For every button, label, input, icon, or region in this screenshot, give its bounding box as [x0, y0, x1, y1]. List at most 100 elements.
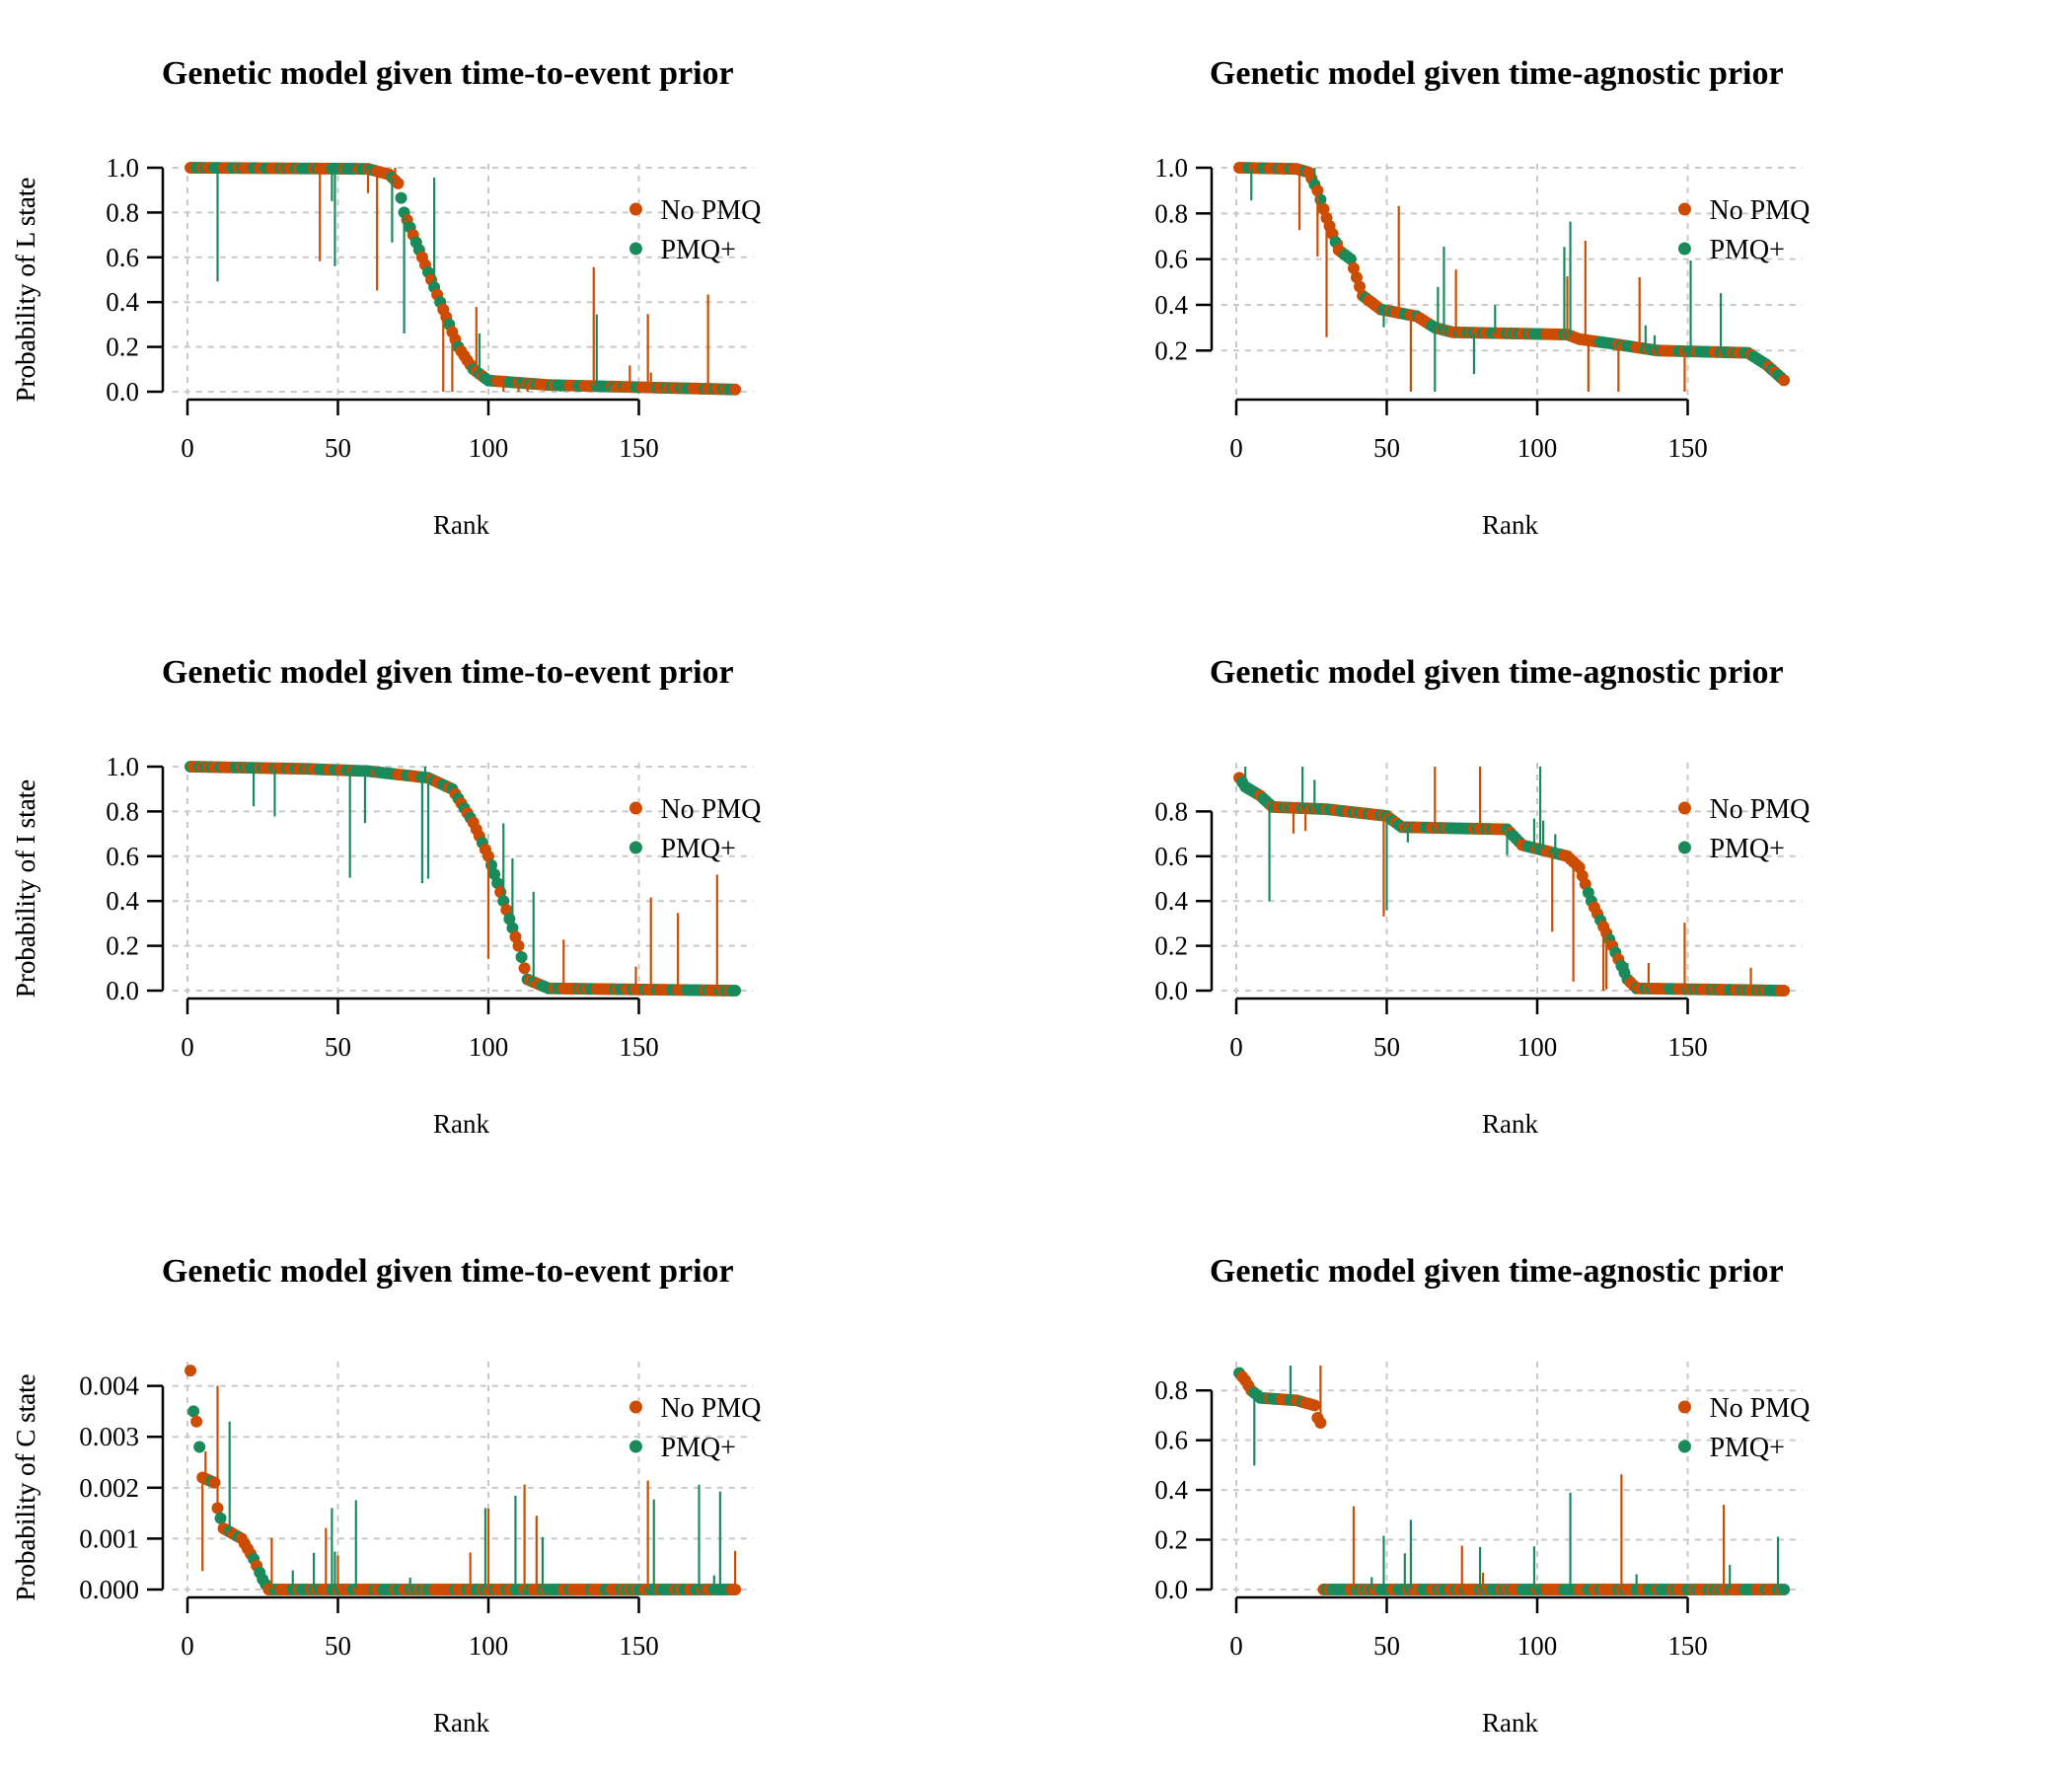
legend-marker-no-pmq	[629, 801, 642, 815]
panel-title: Genetic model given time-to-event prior	[162, 55, 734, 92]
x-tick-label: 100	[1517, 433, 1558, 463]
data-point	[1778, 985, 1791, 997]
legend-label-pmq-plus: PMQ+	[660, 834, 735, 864]
legend-marker-no-pmq	[1677, 801, 1691, 815]
data-point	[208, 1476, 221, 1489]
y-tick-label: 0.0	[106, 976, 139, 1005]
x-tick-label: 100	[469, 1631, 509, 1661]
x-axis-title: Rank	[1482, 510, 1538, 540]
legend: No PMQ PMQ+	[629, 794, 761, 864]
legend-marker-pmq-plus	[1677, 242, 1691, 256]
interval-segments	[1250, 168, 1723, 392]
data-points	[1233, 1367, 1791, 1595]
y-tick-label: 0.8	[1154, 1375, 1188, 1405]
legend-label-pmq-plus: PMQ+	[1709, 235, 1784, 265]
data-point	[185, 1365, 197, 1377]
data-points	[1233, 772, 1791, 997]
data-point	[392, 177, 405, 189]
legend-marker-pmq-plus	[629, 242, 642, 256]
panel-1: Genetic model given time-to-event prior 0…	[11, 55, 761, 540]
y-axis-title: Probability of I state	[11, 779, 40, 998]
x-tick-label: 50	[325, 433, 351, 463]
x-tick-label: 0	[181, 1032, 194, 1062]
x-tick-label: 0	[181, 1631, 194, 1661]
y-axis-title: Probability of L state	[11, 178, 40, 403]
y-axis-title: Probability of I state	[11, 779, 40, 998]
data-point	[1347, 261, 1360, 274]
panel-3: Genetic model given time-to-event prior 0…	[11, 654, 761, 1139]
y-tick-label: 0.6	[1154, 842, 1188, 871]
data-point	[214, 1512, 227, 1524]
y-tick-label: 0.4	[106, 287, 139, 317]
x-tick-label: 0	[1229, 1631, 1243, 1661]
y-tick-label: 0.6	[106, 842, 139, 871]
legend-label-no-pmq: No PMQ	[660, 794, 761, 825]
panel-2: Genetic model given time-agnostic prior 0…	[11, 55, 1810, 540]
y-tick-label: 0.4	[1154, 290, 1188, 320]
data-point	[190, 1415, 203, 1428]
data-point	[729, 985, 742, 997]
legend-marker-pmq-plus	[1677, 1440, 1691, 1453]
data-point	[491, 877, 504, 890]
panel-title: Genetic model given time-to-event prior	[162, 1253, 734, 1290]
y-tick-label: 0.2	[1154, 1525, 1188, 1555]
legend-label-no-pmq: No PMQ	[1709, 195, 1810, 226]
x-tick-label: 0	[1229, 433, 1243, 463]
data-point	[1308, 1399, 1321, 1412]
legend-marker-no-pmq	[629, 202, 642, 216]
legend-marker-pmq-plus	[629, 1440, 642, 1453]
data-point	[193, 1441, 206, 1453]
y-tick-label: 0.2	[106, 333, 139, 362]
y-tick-label: 0.4	[106, 886, 139, 916]
legend-label-pmq-plus: PMQ+	[1709, 834, 1784, 864]
legend-label-no-pmq: No PMQ	[660, 195, 761, 226]
x-tick-label: 50	[325, 1032, 351, 1062]
y-tick-label: 0.8	[106, 197, 139, 227]
data-point	[1344, 253, 1357, 265]
y-tick-label: 0.4	[1154, 1475, 1188, 1505]
x-tick-label: 50	[1373, 433, 1400, 463]
x-tick-label: 50	[1373, 1032, 1400, 1062]
legend-label-no-pmq: No PMQ	[1709, 794, 1810, 825]
legend-label-no-pmq: No PMQ	[660, 1393, 761, 1424]
data-point	[187, 1405, 200, 1418]
data-point	[515, 950, 528, 963]
y-axis-title: Probability of C state	[11, 1373, 40, 1600]
x-tick-label: 50	[1373, 1631, 1400, 1661]
data-point	[1317, 202, 1330, 215]
x-axis-title: Rank	[433, 1708, 489, 1738]
data-points	[185, 761, 742, 997]
x-tick-label: 150	[619, 433, 659, 463]
y-tick-label: 0.8	[1154, 796, 1188, 826]
legend-label-pmq-plus: PMQ+	[1709, 1433, 1784, 1463]
panel-title: Genetic model given time-agnostic prior	[1210, 1253, 1784, 1290]
interval-segments	[1244, 767, 1752, 991]
x-axis-title: Rank	[1482, 1109, 1538, 1139]
data-point	[1778, 374, 1791, 387]
data-point	[509, 930, 522, 943]
y-tick-label: 0.000	[79, 1575, 139, 1604]
x-tick-label: 100	[1517, 1032, 1558, 1062]
legend-marker-no-pmq	[1677, 202, 1691, 216]
legend-label-no-pmq: No PMQ	[1709, 1393, 1810, 1424]
y-tick-label: 0.2	[1154, 931, 1188, 961]
legend-label-pmq-plus: PMQ+	[660, 1433, 735, 1463]
y-tick-label: 0.0	[106, 377, 139, 407]
legend-marker-no-pmq	[1677, 1400, 1691, 1414]
y-tick-label: 0.0	[1154, 976, 1188, 1005]
x-tick-label: 150	[619, 1631, 659, 1661]
y-tick-label: 0.001	[79, 1523, 139, 1553]
panel-title: Genetic model given time-agnostic prior	[1210, 654, 1784, 691]
panel-5: Genetic model given time-to-event prior 0…	[11, 1253, 761, 1738]
y-tick-label: 0.2	[1154, 335, 1188, 365]
x-tick-label: 100	[469, 1032, 509, 1062]
y-tick-label: 0.8	[106, 796, 139, 826]
y-tick-label: 1.0	[1154, 153, 1188, 183]
y-axis-title: Probability of C state	[11, 1373, 40, 1600]
legend-marker-pmq-plus	[629, 841, 642, 854]
data-points	[1233, 162, 1791, 387]
data-points	[185, 1365, 742, 1595]
y-axis-title: Probability of L state	[11, 178, 40, 403]
legend: No PMQ PMQ+	[629, 1393, 761, 1463]
x-tick-label: 150	[619, 1032, 659, 1062]
